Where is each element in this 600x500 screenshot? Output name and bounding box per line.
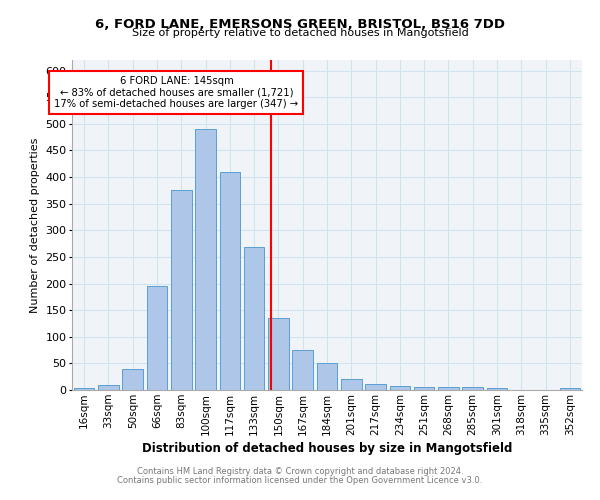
X-axis label: Distribution of detached houses by size in Mangotsfield: Distribution of detached houses by size …	[142, 442, 512, 455]
Bar	[220, 172, 240, 390]
Bar	[244, 248, 265, 390]
Bar	[438, 388, 459, 390]
Text: 6 FORD LANE: 145sqm
← 83% of detached houses are smaller (1,721)
17% of semi-det: 6 FORD LANE: 145sqm ← 83% of detached ho…	[55, 76, 298, 109]
Bar	[389, 386, 410, 390]
Bar	[487, 388, 508, 390]
Bar	[317, 364, 337, 390]
Text: 6, FORD LANE, EMERSONS GREEN, BRISTOL, BS16 7DD: 6, FORD LANE, EMERSONS GREEN, BRISTOL, B…	[95, 18, 505, 30]
Bar	[74, 388, 94, 390]
Bar	[268, 318, 289, 390]
Bar	[146, 286, 167, 390]
Bar	[560, 388, 580, 390]
Bar	[98, 384, 119, 390]
Text: Size of property relative to detached houses in Mangotsfield: Size of property relative to detached ho…	[131, 28, 469, 38]
Text: Contains public sector information licensed under the Open Government Licence v3: Contains public sector information licen…	[118, 476, 482, 485]
Text: Contains HM Land Registry data © Crown copyright and database right 2024.: Contains HM Land Registry data © Crown c…	[137, 467, 463, 476]
Bar	[292, 350, 313, 390]
Bar	[122, 368, 143, 390]
Bar	[171, 190, 191, 390]
Bar	[414, 388, 434, 390]
Bar	[195, 129, 216, 390]
Bar	[341, 380, 362, 390]
Y-axis label: Number of detached properties: Number of detached properties	[30, 138, 40, 312]
Bar	[463, 387, 483, 390]
Bar	[365, 384, 386, 390]
